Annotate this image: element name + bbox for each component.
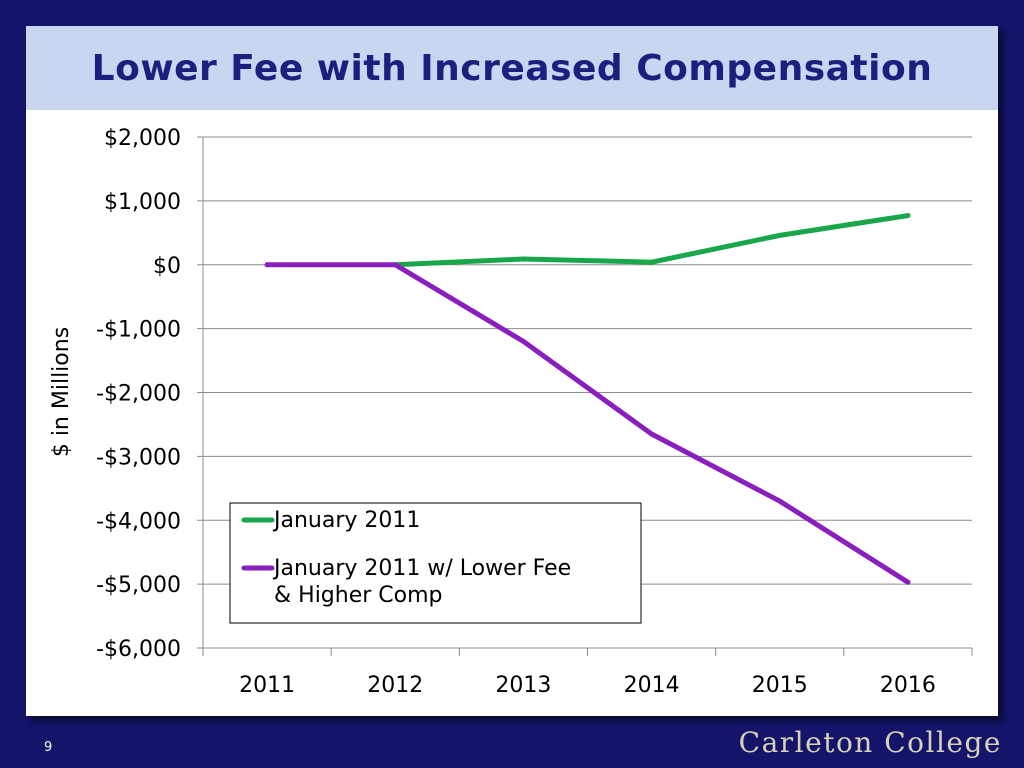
brand-wordmark: Carleton College (738, 726, 1002, 759)
x-tick-label: 2012 (367, 673, 423, 698)
series-2-point (520, 338, 526, 344)
y-tick-label: $1,000 (104, 190, 181, 215)
y-tick-label: -$4,000 (96, 509, 181, 534)
x-tick-label: 2015 (752, 673, 808, 698)
y-tick-label: $0 (153, 254, 181, 279)
y-tick-label: -$6,000 (96, 637, 181, 662)
series-2-point (649, 431, 655, 437)
x-tick-label: 2016 (880, 673, 936, 698)
x-tick-label: 2013 (495, 673, 551, 698)
series-line-2 (264, 262, 911, 585)
slide-title: Lower Fee with Increased Compensation (91, 47, 933, 89)
page-number: 9 (44, 740, 53, 755)
y-tick-label: -$1,000 (96, 318, 181, 343)
y-tick-label: -$5,000 (96, 573, 181, 598)
series-1-point (649, 259, 655, 265)
y-tick-label: $2,000 (104, 126, 181, 151)
series-2-point (264, 262, 270, 268)
series-2-point (905, 579, 911, 585)
legend-label: January 2011 (272, 508, 420, 533)
series-line-1 (392, 213, 911, 268)
series-1-point (777, 232, 783, 238)
series-1-point (520, 256, 526, 262)
y-tick-label: -$2,000 (96, 382, 181, 407)
legend-box (229, 502, 642, 624)
series-2-point (392, 262, 398, 268)
series-2-point (777, 498, 783, 504)
series-1-point (905, 213, 911, 219)
legend-label: & Higher Comp (274, 583, 443, 608)
title-bar: Lower Fee with Increased Compensation (26, 26, 998, 110)
legend-label: January 2011 w/ Lower Fee (272, 556, 571, 581)
y-tick-label: -$3,000 (96, 445, 181, 470)
y-axis-title: $ in Millions (49, 327, 74, 457)
x-tick-label: 2011 (239, 673, 295, 698)
x-tick-label: 2014 (624, 673, 680, 698)
